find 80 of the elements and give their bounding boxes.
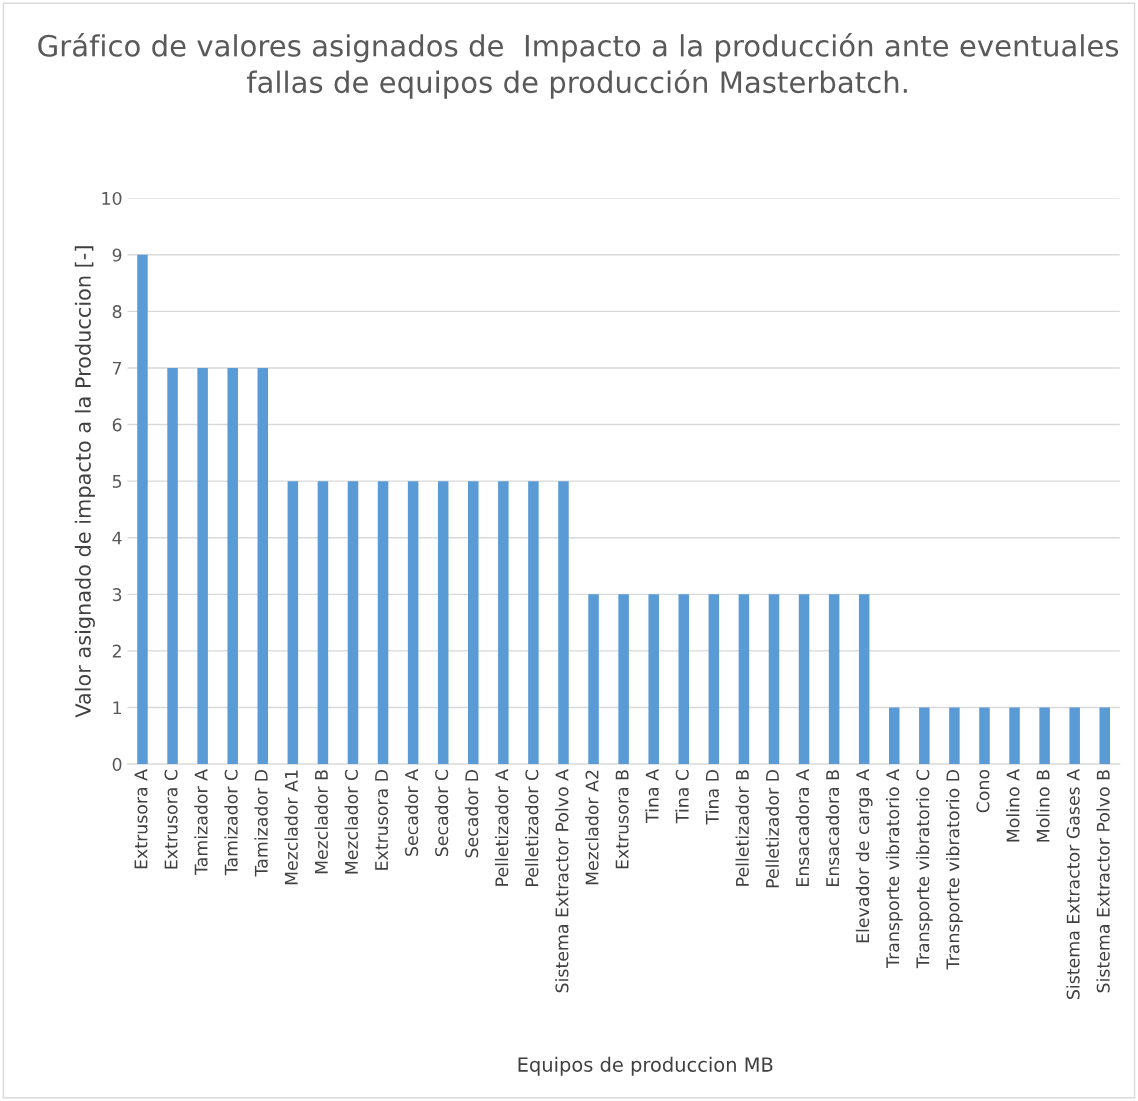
- bar: [468, 481, 479, 765]
- x-tick-label: Molino B: [1036, 770, 1050, 842]
- x-tick-label: Extrusora C: [164, 769, 178, 869]
- bar: [798, 594, 810, 765]
- x-tick-label: Pelletizador A: [494, 769, 509, 886]
- x-tick-label: Secador C: [434, 769, 449, 857]
- x-tick-label: Tamizador C: [224, 769, 238, 876]
- x-tick-label: Transporte vibratorio D: [946, 769, 963, 970]
- x-tick-label: Pelletizador B: [735, 770, 749, 886]
- x-tick-label: Tina C: [675, 769, 689, 824]
- bar: [257, 367, 269, 765]
- x-tick-label: Mezclador A2: [585, 770, 599, 885]
- bar: [738, 594, 750, 765]
- bar: [377, 481, 389, 765]
- x-tick-label: Secador D: [464, 769, 479, 858]
- bar: [137, 254, 148, 765]
- x-tick-label: Pelletizador C: [525, 769, 539, 886]
- y-tick-label: 10: [102, 191, 122, 206]
- y-tick-label: 5: [112, 475, 122, 488]
- y-tick-label: 9: [112, 248, 122, 262]
- x-tick-label: Mezclador B: [314, 770, 328, 874]
- bar: [949, 707, 960, 765]
- x-tick-label: Pelletizador D: [765, 769, 780, 888]
- bar: [768, 594, 780, 765]
- x-tick-label: Tamizador D: [254, 769, 268, 877]
- bar: [287, 481, 299, 765]
- x-tick-label: Mezclador A1: [284, 770, 298, 885]
- bar: [227, 367, 238, 765]
- x-tick-label: Tina D: [705, 769, 719, 825]
- x-axis-title: Equipos de produccion MB: [518, 1056, 773, 1076]
- x-tick-label: Ensacadora A: [795, 769, 810, 886]
- bar: [979, 707, 990, 765]
- bar: [828, 594, 840, 765]
- bar: [558, 481, 569, 765]
- x-tick-label: Sistema Extractor Polvo B: [1096, 770, 1110, 993]
- x-tick-label: Mezclador C: [344, 769, 359, 874]
- x-tick-label: Extrusora A: [134, 769, 148, 869]
- bar: [317, 481, 329, 765]
- x-tick-label: Tina A: [645, 769, 659, 823]
- bar: [407, 481, 419, 765]
- bar: [437, 481, 449, 765]
- bar: [1039, 707, 1050, 765]
- bar: [678, 594, 690, 765]
- x-tick-label: Sistema Extractor Gases A: [1066, 769, 1080, 999]
- bar: [618, 594, 629, 765]
- x-tick-label: Secador A: [404, 769, 419, 856]
- x-tick-label: Cono: [976, 769, 990, 813]
- bar: [889, 707, 900, 765]
- y-tick-label: 2: [112, 644, 121, 658]
- bar: [858, 594, 870, 765]
- y-tick-label: 7: [112, 361, 122, 375]
- bar: [1069, 707, 1080, 765]
- x-tick-label: Sistema Extractor Polvo A: [555, 769, 569, 993]
- y-tick-label: 3: [112, 588, 122, 602]
- bar: [197, 367, 208, 765]
- x-tick-label: Transporte vibratorio A: [885, 769, 903, 968]
- bar: [347, 481, 359, 765]
- x-tick-label: Elevador de carga A: [855, 769, 873, 943]
- y-tick-label: 1: [113, 701, 121, 715]
- y-tick-label: 8: [112, 305, 122, 319]
- x-tick-label: Ensacadora B: [825, 770, 840, 886]
- bar: [1099, 707, 1111, 765]
- y-tick-label: 6: [112, 418, 122, 432]
- y-tick-label: 0: [112, 757, 122, 771]
- y-tick-label: 4: [112, 531, 122, 545]
- bar: [708, 594, 720, 765]
- bar: [167, 367, 178, 765]
- bar: [528, 481, 539, 765]
- x-tick-label: Extrusora D: [375, 769, 389, 870]
- chart-title: Gráfico de valores asignados de Impacto a la producción ante eventuales fallas de equipos de producción Masterbatch.: [38, 33, 1119, 99]
- bar: [648, 594, 659, 765]
- x-tick-label: Molino A: [1006, 769, 1020, 842]
- bar: [498, 481, 509, 765]
- bar: [919, 707, 930, 765]
- x-tick-label: Transporte vibratorio C: [915, 769, 933, 969]
- x-tick-label: Extrusora B: [615, 770, 629, 869]
- bar: [1009, 707, 1020, 765]
- bar: [588, 594, 599, 765]
- x-tick-label: Tamizador A: [194, 769, 208, 876]
- y-axis-title: Valor asignado de impacto a la Produccion [-]: [74, 246, 95, 718]
